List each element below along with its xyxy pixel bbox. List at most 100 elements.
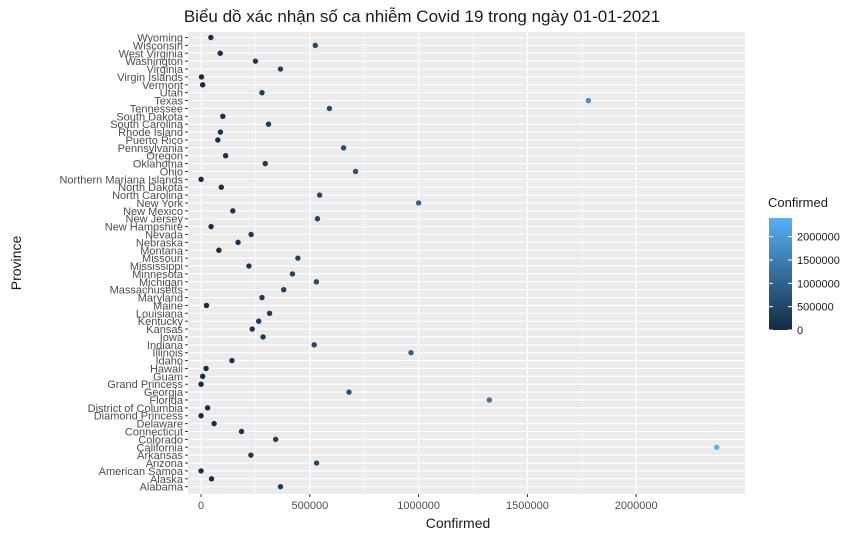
y-tick-label: Illinois xyxy=(152,348,183,360)
legend-tick-label: 2000000 xyxy=(797,232,840,244)
legend-title: Confirmed xyxy=(768,195,828,210)
y-tick-label: Idaho xyxy=(155,356,183,368)
data-point xyxy=(256,318,262,324)
data-point xyxy=(217,50,223,56)
y-tick-label: Connecticut xyxy=(125,427,183,439)
y-tick-label: South Carolina xyxy=(110,119,184,131)
legend: Confirmed 0 500000 1000000 1500000 2000000 xyxy=(768,195,840,337)
y-tick-label: Indiana xyxy=(147,340,184,352)
legend-tick-label: 500000 xyxy=(797,302,834,314)
y-tick-label: Oregon xyxy=(146,151,183,163)
data-point xyxy=(714,444,720,450)
data-point xyxy=(585,97,592,104)
y-tick-label: Kansas xyxy=(146,324,183,336)
data-point xyxy=(203,302,210,309)
y-tick-label: California xyxy=(137,442,184,454)
y-tick-label: Alabama xyxy=(140,482,184,494)
y-tick-label: Pennsylvania xyxy=(118,143,184,155)
y-tick-label: Puerto Rico xyxy=(126,135,183,147)
y-tick-label: Iowa xyxy=(160,332,184,344)
data-point xyxy=(248,231,254,238)
y-tick-label: Ohio xyxy=(160,166,183,178)
y-tick-label: Arizona xyxy=(146,458,184,470)
data-point xyxy=(208,34,214,41)
y-tick-label: Diamond Princess xyxy=(94,411,184,423)
y-tick-label: West Virginia xyxy=(119,48,184,60)
x-tick-label: 2000000 xyxy=(615,500,658,512)
data-point xyxy=(262,160,268,167)
data-point xyxy=(340,145,347,151)
y-tick-label: North Dakota xyxy=(118,182,184,194)
y-tick-label: Tennessee xyxy=(130,103,183,115)
data-point xyxy=(277,483,284,490)
y-tick-label: New York xyxy=(137,198,184,210)
y-tick-label: Virginia xyxy=(147,64,184,76)
y-tick-label: Delaware xyxy=(137,419,183,431)
y-tick-label: Grand Princess xyxy=(107,379,183,391)
y-tick-label: Wisconsin xyxy=(133,40,183,52)
y-axis-title: Province xyxy=(8,236,24,291)
x-tick-label: 500000 xyxy=(291,500,328,512)
y-tick-label: South Dakota xyxy=(116,111,184,123)
y-tick-label: Minnesota xyxy=(132,269,184,281)
data-point xyxy=(408,350,414,356)
y-tick-label: Colorado xyxy=(138,434,183,446)
points-layer xyxy=(198,34,720,490)
data-point xyxy=(198,381,204,387)
data-point xyxy=(198,176,204,183)
data-point xyxy=(259,294,265,301)
data-point xyxy=(295,255,301,261)
y-tick-label: New Jersey xyxy=(126,214,184,226)
y-tick-label: Montana xyxy=(140,245,184,257)
y-tick-label: American Samoa xyxy=(99,466,184,478)
data-point xyxy=(199,82,206,88)
y-tick-label: Guam xyxy=(153,371,183,383)
y-tick-label: Arkansas xyxy=(137,450,183,462)
y-tick-label: Nevada xyxy=(145,230,184,242)
data-point xyxy=(204,405,211,411)
x-tick-label: 1000000 xyxy=(397,500,440,512)
data-point xyxy=(415,200,422,206)
legend-tick-label: 0 xyxy=(797,325,803,337)
data-point xyxy=(259,89,265,96)
y-tick-label: Texas xyxy=(154,96,183,108)
data-point xyxy=(249,326,255,332)
data-point xyxy=(208,476,215,482)
plot-panel xyxy=(188,32,745,494)
y-tick-label: Utah xyxy=(160,88,183,100)
legend-tick-label: 1000000 xyxy=(797,278,840,290)
data-point xyxy=(218,184,224,190)
y-tick-label: Virgin Islands xyxy=(117,72,183,84)
data-point xyxy=(313,279,320,285)
data-point xyxy=(246,263,252,269)
y-tick-label: Washington xyxy=(125,56,183,68)
data-point xyxy=(215,137,221,143)
data-point xyxy=(199,373,206,380)
data-point xyxy=(311,342,317,348)
y-tick-label: North Carolina xyxy=(112,190,184,202)
y-tick-label: Maryland xyxy=(138,293,183,305)
y-tick-label: Oklahoma xyxy=(133,159,184,171)
y-tick-label: Georgia xyxy=(144,387,184,399)
data-point xyxy=(346,389,352,395)
y-tick-label: Massachusetts xyxy=(110,285,184,297)
data-point xyxy=(238,428,245,435)
x-axis: 0 500000 1000000 1500000 2000000 xyxy=(198,494,658,512)
data-point xyxy=(313,460,320,466)
data-point xyxy=(281,286,287,293)
y-tick-label: Mississippi xyxy=(130,261,183,273)
x-tick-label: 0 xyxy=(198,500,204,512)
data-point xyxy=(277,66,284,72)
data-point xyxy=(217,129,224,135)
data-point xyxy=(222,153,229,159)
y-tick-label: New Mexico xyxy=(123,206,183,218)
data-point xyxy=(203,365,209,372)
data-point xyxy=(198,413,204,419)
legend-colorbar xyxy=(769,218,792,330)
data-point xyxy=(289,271,296,277)
data-point xyxy=(230,208,236,214)
y-tick-label: Michigan xyxy=(139,277,183,289)
y-tick-label: Wyoming xyxy=(137,33,183,45)
y-tick-label: Hawaii xyxy=(150,363,183,375)
